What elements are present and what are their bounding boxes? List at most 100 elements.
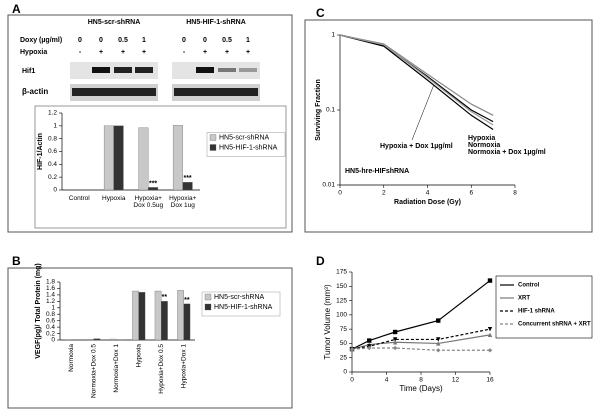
y-tick-label: 0.1 bbox=[326, 107, 335, 114]
y-tick-label: 1.8 bbox=[46, 279, 55, 286]
y-tick-label: 0 bbox=[53, 187, 57, 194]
y-axis-title: Surviving Fraction bbox=[315, 79, 322, 140]
x-tick-label: Hypoxia+ Dox 1ug bbox=[169, 195, 197, 209]
x-tick-label: Hypoxia+ Dox 0.5ug bbox=[133, 195, 164, 209]
line bbox=[339, 34, 494, 116]
legend-box bbox=[206, 132, 286, 157]
legend-label: Concurrent shRNA + XRT bbox=[518, 322, 591, 328]
marker bbox=[367, 338, 372, 343]
blot-row-label: Doxy (µg/ml) bbox=[20, 37, 62, 44]
series-label: Normoxia + Dox 1µg/ml bbox=[468, 149, 546, 156]
x-tick-label: 16 bbox=[486, 377, 494, 384]
panel-box bbox=[7, 267, 293, 409]
y-tick-label: 75 bbox=[340, 326, 348, 333]
x-tick-label: 4 bbox=[385, 377, 389, 384]
legend-label: HN5-scr-shRNA bbox=[214, 294, 265, 301]
y-axis-title: VEGF(pg)/ Total Protein (mg) bbox=[35, 263, 42, 359]
bar bbox=[93, 338, 101, 341]
blot-lane-label: + bbox=[99, 49, 103, 56]
legend-label: XRT bbox=[518, 296, 530, 302]
blot-lane-label: - bbox=[79, 49, 82, 56]
y-tick-label: 1.4 bbox=[46, 292, 55, 299]
blot-group: HN5-HIF-1-shRNA bbox=[186, 19, 246, 26]
y-tick-label: 0 bbox=[343, 369, 347, 376]
panel-box bbox=[304, 19, 593, 233]
blot-lane-label: 1 bbox=[246, 37, 250, 44]
blot-lane-label: 0 bbox=[182, 37, 186, 44]
marker bbox=[436, 341, 441, 346]
blot-lane-label: + bbox=[142, 49, 146, 56]
blot-row-name: β-actin bbox=[22, 87, 48, 96]
y-tick-label: 1.6 bbox=[46, 285, 55, 292]
y-tick-label: 1.2 bbox=[46, 298, 55, 305]
legend-swatch bbox=[209, 144, 217, 151]
blot bbox=[70, 62, 260, 101]
annotation: *** bbox=[183, 175, 191, 182]
bar bbox=[103, 125, 114, 191]
x-tick-label: 0 bbox=[338, 190, 342, 197]
blot-lane-label: + bbox=[225, 49, 229, 56]
panel-label: D bbox=[316, 254, 325, 268]
blot-lane-label: 1 bbox=[142, 37, 146, 44]
blot-lane-label: + bbox=[121, 49, 125, 56]
marker bbox=[392, 329, 398, 335]
blot-lane-label: 0 bbox=[78, 37, 82, 44]
line bbox=[339, 34, 494, 126]
x-tick-label: Hypoxia bbox=[135, 344, 142, 368]
blot-row-label: Hypoxia bbox=[20, 49, 47, 56]
bar bbox=[183, 303, 191, 341]
y-tick-label: 150 bbox=[336, 283, 347, 290]
marker bbox=[349, 346, 355, 352]
x-tick-label: 8 bbox=[419, 377, 423, 384]
x-tick-label: 0 bbox=[350, 377, 354, 384]
annotation: HN5-hre-HIFshRNA bbox=[345, 168, 409, 175]
marker bbox=[487, 278, 493, 283]
bar bbox=[161, 301, 168, 341]
bar bbox=[109, 338, 117, 341]
marker bbox=[367, 345, 372, 351]
marker bbox=[487, 326, 493, 332]
y-tick-label: 0.8 bbox=[46, 311, 55, 318]
legend-swatch bbox=[209, 134, 217, 141]
line bbox=[351, 334, 491, 350]
y-tick-label: 125 bbox=[336, 297, 347, 304]
bar bbox=[87, 339, 94, 341]
blot-lane-label: 0.5 bbox=[118, 37, 128, 44]
y-tick-label: 0.6 bbox=[46, 317, 55, 324]
y-tick-label: 100 bbox=[336, 312, 347, 319]
line bbox=[339, 34, 494, 123]
bar bbox=[138, 127, 149, 191]
leader-line bbox=[411, 85, 434, 141]
legend-label: HN5-HIF-1-shRNA bbox=[219, 144, 278, 151]
y-tick-label: 1 bbox=[53, 123, 57, 130]
y-tick-label: 0.2 bbox=[48, 174, 57, 181]
x-tick-label: Normoxia+Dox 0.5 bbox=[90, 344, 97, 398]
y-axis-title: Tumor Volume (mm³) bbox=[323, 284, 332, 360]
legend-label: HN5-HIF-1-shRNA bbox=[214, 304, 273, 311]
legend-label: HIF-1 shRNA bbox=[518, 309, 555, 315]
x-tick-label: 6 bbox=[469, 190, 473, 197]
bar bbox=[182, 182, 193, 191]
x-tick-label: Hypoxia+Dox 1 bbox=[180, 344, 187, 389]
blot-lane-label: 0.5 bbox=[222, 37, 232, 44]
line bbox=[339, 34, 494, 130]
x-tick-label: Normoxia bbox=[68, 344, 75, 372]
blot-lane-label: - bbox=[183, 49, 186, 56]
y-tick-label: 0.4 bbox=[46, 324, 55, 331]
y-tick-label: 175 bbox=[336, 269, 347, 276]
bar bbox=[154, 290, 162, 341]
y-axis-title: HIF-1/Actin bbox=[37, 133, 44, 170]
y-tick-label: 1 bbox=[331, 32, 335, 39]
y-tick-label: 0.8 bbox=[48, 135, 57, 142]
marker bbox=[436, 337, 441, 342]
blot-lane-label: + bbox=[246, 49, 250, 56]
legend-swatch bbox=[204, 303, 212, 311]
legend-box bbox=[495, 275, 593, 339]
bar bbox=[138, 292, 146, 341]
panel-label: C bbox=[316, 6, 325, 20]
series-label: Normoxia bbox=[468, 142, 500, 149]
blot-lane-label: 0 bbox=[203, 37, 207, 44]
annotation: *** bbox=[149, 180, 157, 187]
y-tick-label: 0.4 bbox=[48, 161, 57, 168]
